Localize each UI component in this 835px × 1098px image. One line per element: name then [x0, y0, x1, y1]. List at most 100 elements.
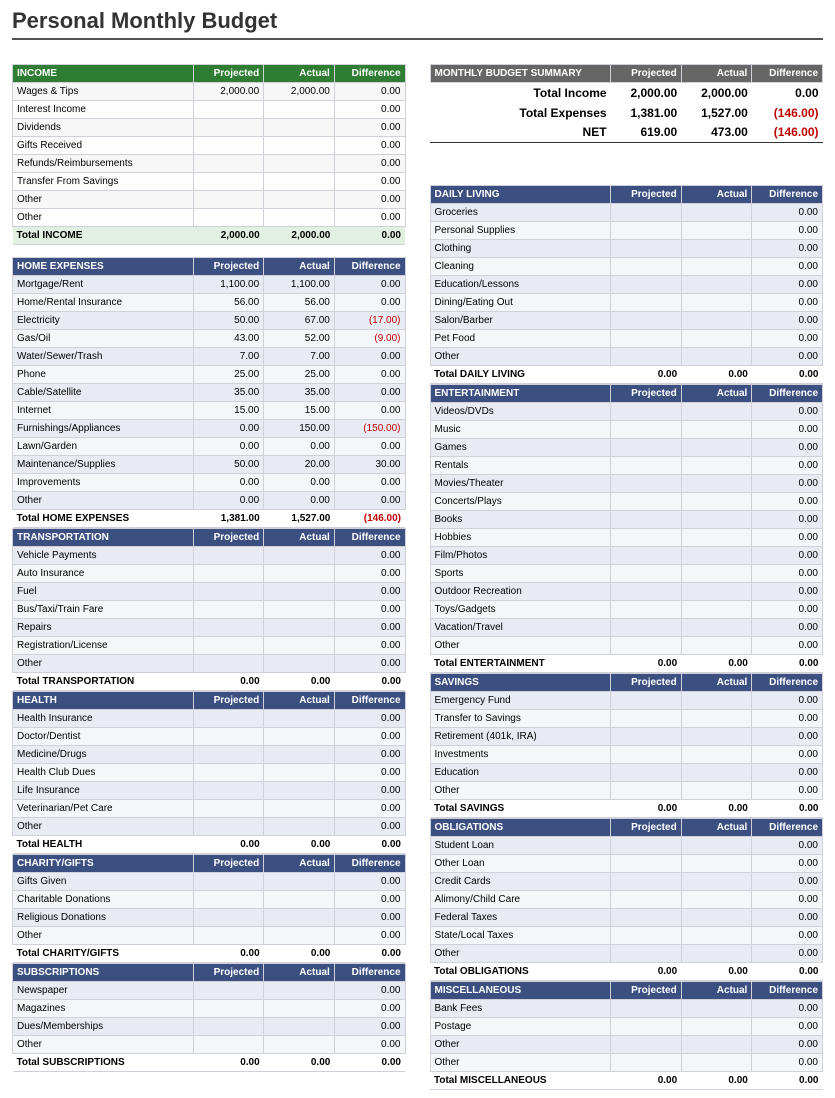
cell[interactable]: 0.00: [193, 420, 264, 438]
cell[interactable]: [193, 927, 264, 945]
cell[interactable]: 50.00: [193, 456, 264, 474]
cell[interactable]: 0.00: [334, 438, 405, 456]
cell[interactable]: [611, 837, 682, 855]
table-row[interactable]: Other0.00: [430, 637, 823, 655]
cell[interactable]: Other Loan: [430, 855, 611, 873]
cell[interactable]: [264, 873, 335, 891]
cell[interactable]: Home/Rental Insurance: [13, 294, 194, 312]
cell[interactable]: Other: [13, 818, 194, 836]
table-row[interactable]: Electricity50.0067.00(17.00): [13, 312, 406, 330]
cell[interactable]: [264, 1018, 335, 1036]
cell[interactable]: Dining/Eating Out: [430, 294, 611, 312]
table-row[interactable]: Water/Sewer/Trash7.007.000.00: [13, 348, 406, 366]
cell[interactable]: Veterinarian/Pet Care: [13, 800, 194, 818]
cell[interactable]: Student Loan: [430, 837, 611, 855]
table-row[interactable]: Alimony/Child Care0.00: [430, 891, 823, 909]
cell[interactable]: 0.00: [334, 982, 405, 1000]
cell[interactable]: [193, 891, 264, 909]
cell[interactable]: Cleaning: [430, 258, 611, 276]
cell[interactable]: [611, 529, 682, 547]
cell[interactable]: [611, 439, 682, 457]
table-row[interactable]: Hobbies0.00: [430, 529, 823, 547]
cell[interactable]: Transfer to Savings: [430, 710, 611, 728]
cell[interactable]: 0.00: [334, 873, 405, 891]
cell[interactable]: [193, 137, 264, 155]
cell[interactable]: [611, 909, 682, 927]
table-row[interactable]: Music0.00: [430, 421, 823, 439]
table-row[interactable]: Wages & Tips2,000.002,000.000.00: [13, 83, 406, 101]
table-row[interactable]: Other0.00: [13, 1036, 406, 1054]
cell[interactable]: 0.00: [752, 909, 823, 927]
cell[interactable]: Bus/Taxi/Train Fare: [13, 601, 194, 619]
cell[interactable]: 0.00: [752, 637, 823, 655]
cell[interactable]: Gifts Given: [13, 873, 194, 891]
cell[interactable]: [611, 891, 682, 909]
cell[interactable]: 2,000.00: [193, 83, 264, 101]
cell[interactable]: [611, 204, 682, 222]
cell[interactable]: Retirement (401k, IRA): [430, 728, 611, 746]
table-row[interactable]: Gifts Received0.00: [13, 137, 406, 155]
cell[interactable]: 0.00: [752, 855, 823, 873]
cell[interactable]: 43.00: [193, 330, 264, 348]
cell[interactable]: Investments: [430, 746, 611, 764]
cell[interactable]: 0.00: [334, 655, 405, 673]
cell[interactable]: 0.00: [334, 583, 405, 601]
cell[interactable]: Registration/License: [13, 637, 194, 655]
table-row[interactable]: Clothing0.00: [430, 240, 823, 258]
table-row[interactable]: Newspaper0.00: [13, 982, 406, 1000]
table-row[interactable]: Religious Donations0.00: [13, 909, 406, 927]
cell[interactable]: 2,000.00: [264, 83, 335, 101]
cell[interactable]: Toys/Gadgets: [430, 601, 611, 619]
cell[interactable]: [681, 403, 752, 421]
cell[interactable]: Gifts Received: [13, 137, 194, 155]
cell[interactable]: [681, 873, 752, 891]
cell[interactable]: Education/Lessons: [430, 276, 611, 294]
cell[interactable]: [611, 692, 682, 710]
cell[interactable]: 25.00: [193, 366, 264, 384]
cell[interactable]: 0.00: [334, 83, 405, 101]
cell[interactable]: Education: [430, 764, 611, 782]
cell[interactable]: [611, 1000, 682, 1018]
cell[interactable]: 0.00: [752, 421, 823, 439]
cell[interactable]: 35.00: [193, 384, 264, 402]
cell[interactable]: [681, 1018, 752, 1036]
cell[interactable]: (150.00): [334, 420, 405, 438]
cell[interactable]: [681, 330, 752, 348]
cell[interactable]: [264, 601, 335, 619]
cell[interactable]: [681, 294, 752, 312]
cell[interactable]: [681, 240, 752, 258]
cell[interactable]: 0.00: [752, 511, 823, 529]
cell[interactable]: Vacation/Travel: [430, 619, 611, 637]
cell[interactable]: [611, 421, 682, 439]
table-row[interactable]: Dining/Eating Out0.00: [430, 294, 823, 312]
cell[interactable]: [611, 294, 682, 312]
cell[interactable]: Lawn/Garden: [13, 438, 194, 456]
cell[interactable]: 0.00: [334, 565, 405, 583]
cell[interactable]: [193, 655, 264, 673]
cell[interactable]: [264, 655, 335, 673]
cell[interactable]: [681, 222, 752, 240]
cell[interactable]: Federal Taxes: [430, 909, 611, 927]
cell[interactable]: [681, 439, 752, 457]
cell[interactable]: 0.00: [334, 1018, 405, 1036]
cell[interactable]: (17.00): [334, 312, 405, 330]
table-row[interactable]: Other0.00: [13, 818, 406, 836]
cell[interactable]: [193, 173, 264, 191]
cell[interactable]: [264, 1000, 335, 1018]
cell[interactable]: [681, 782, 752, 800]
cell[interactable]: [193, 191, 264, 209]
cell[interactable]: Health Insurance: [13, 710, 194, 728]
cell[interactable]: [681, 511, 752, 529]
cell[interactable]: [681, 1036, 752, 1054]
cell[interactable]: 0.00: [752, 276, 823, 294]
cell[interactable]: [264, 619, 335, 637]
cell[interactable]: [264, 927, 335, 945]
table-row[interactable]: Personal Supplies0.00: [430, 222, 823, 240]
cell[interactable]: 15.00: [193, 402, 264, 420]
cell[interactable]: Water/Sewer/Trash: [13, 348, 194, 366]
cell[interactable]: [611, 258, 682, 276]
cell[interactable]: [264, 764, 335, 782]
cell[interactable]: [193, 710, 264, 728]
table-row[interactable]: Fuel0.00: [13, 583, 406, 601]
cell[interactable]: Groceries: [430, 204, 611, 222]
